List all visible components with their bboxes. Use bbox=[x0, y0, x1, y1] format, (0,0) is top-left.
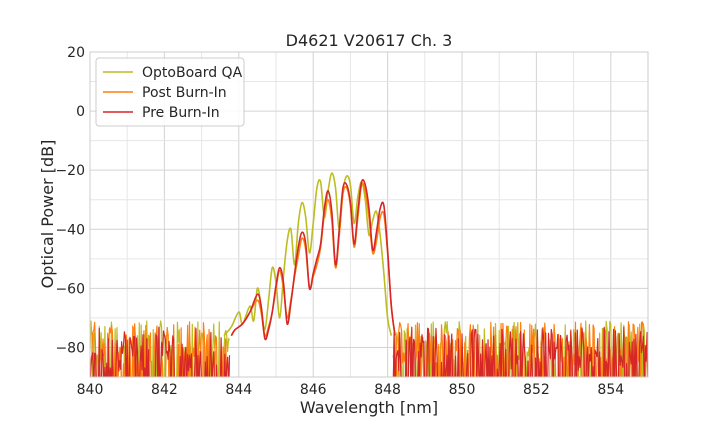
x-tick-label: 844 bbox=[225, 382, 252, 398]
legend: OptoBoard QA Post Burn-In Pre Burn-In bbox=[95, 57, 245, 127]
legend-label-pre-burn-in: Pre Burn-In bbox=[142, 105, 220, 121]
y-tick-label: −20 bbox=[55, 163, 85, 179]
y-tick-label: −80 bbox=[55, 340, 85, 356]
x-tick-label: 840 bbox=[77, 382, 104, 398]
chart-title: D4621 V20617 Ch. 3 bbox=[286, 31, 453, 50]
y-tick-label: −40 bbox=[55, 222, 85, 238]
y-tick-label: 0 bbox=[76, 104, 85, 120]
x-tick-label: 850 bbox=[449, 382, 476, 398]
noise-trace-pre-burn-in-1 bbox=[392, 326, 648, 377]
x-tick-label: 846 bbox=[300, 382, 327, 398]
y-tick-label: −60 bbox=[55, 281, 85, 297]
legend-box bbox=[95, 57, 245, 127]
x-tick-label: 852 bbox=[523, 382, 550, 398]
x-axis-label: Wavelength [nm] bbox=[300, 398, 438, 417]
legend-label-optoboard-qa: OptoBoard QA bbox=[142, 65, 243, 81]
x-tick-label: 854 bbox=[597, 382, 624, 398]
noise-trace-optoboard-qa-0 bbox=[90, 320, 231, 377]
noise-floor bbox=[90, 320, 648, 377]
y-axis-label: Optical Power [dB] bbox=[38, 140, 57, 289]
x-tick-labels: 840 842 844 846 848 850 852 854 bbox=[77, 382, 625, 398]
series-line-pre-burn-in bbox=[230, 179, 396, 341]
series-group bbox=[223, 172, 396, 341]
legend-label-post-burn-in: Post Burn-In bbox=[142, 85, 227, 101]
noise-trace-post-burn-in-1 bbox=[392, 321, 648, 377]
y-tick-label: 20 bbox=[67, 45, 85, 61]
x-tick-label: 848 bbox=[374, 382, 401, 398]
plot-frame bbox=[89, 51, 649, 378]
y-tick-labels: 20 0 −20 −40 −60 −80 bbox=[55, 45, 85, 356]
x-tick-label: 842 bbox=[151, 382, 178, 398]
